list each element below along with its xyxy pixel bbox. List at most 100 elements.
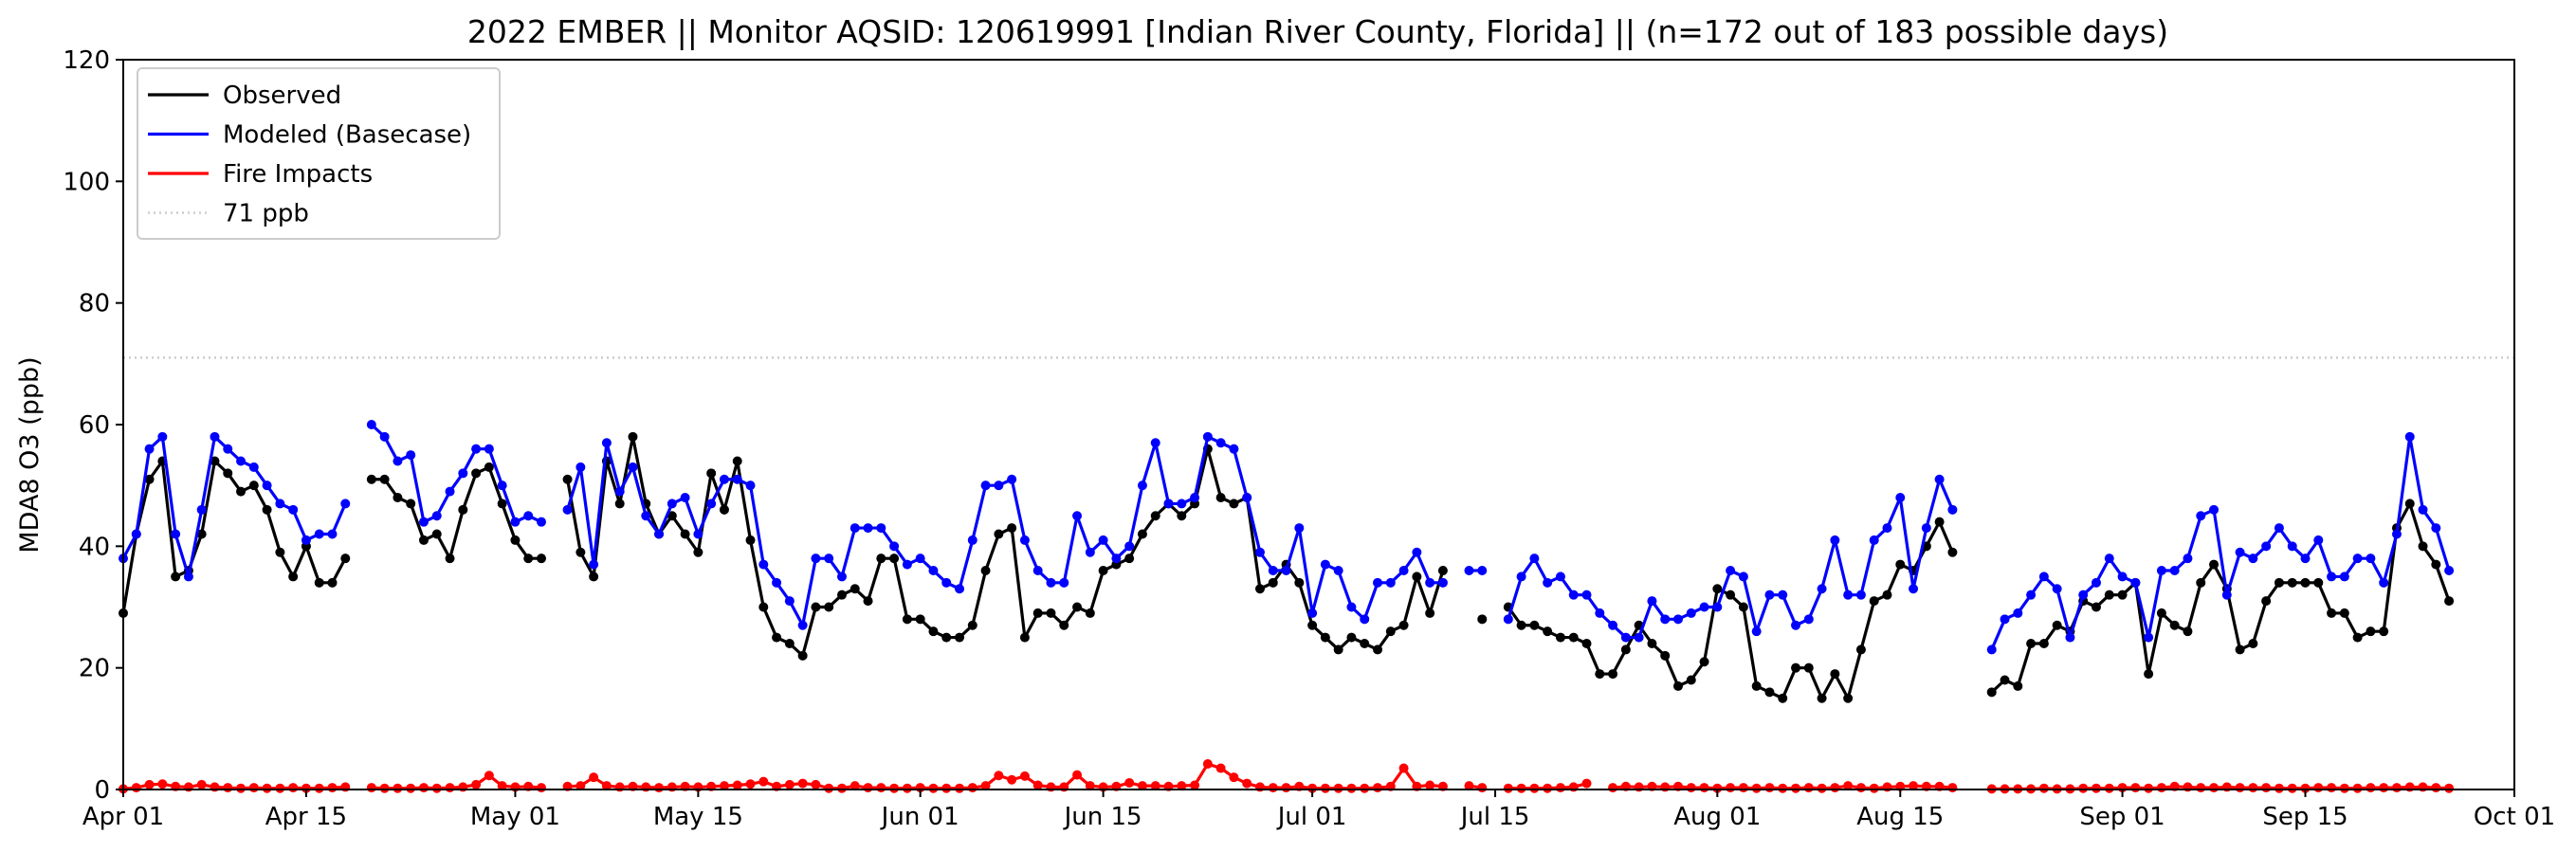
data-point xyxy=(1869,535,1879,545)
data-point xyxy=(2404,499,2415,509)
data-point xyxy=(824,554,834,564)
data-point xyxy=(745,535,756,545)
data-point xyxy=(1307,620,1318,630)
data-point xyxy=(2300,783,2311,793)
data-point xyxy=(2274,577,2284,588)
y-tick-label: 100 xyxy=(63,168,110,196)
data-point xyxy=(537,517,547,527)
data-point xyxy=(2196,577,2206,588)
data-point xyxy=(1333,644,1343,655)
data-point xyxy=(1346,632,1357,643)
data-point xyxy=(1738,602,1748,612)
data-point xyxy=(1869,596,1879,607)
data-point xyxy=(1581,778,1592,789)
series-modeled-basecase xyxy=(119,420,2455,655)
data-point xyxy=(327,577,338,588)
y-axis-ticks: 0 20 40 60 80 100 120 xyxy=(63,46,123,805)
data-point xyxy=(1412,572,1422,582)
data-point xyxy=(1046,577,1056,588)
data-point xyxy=(562,504,573,515)
data-point xyxy=(2078,783,2089,793)
data-point xyxy=(497,481,507,491)
data-point xyxy=(223,468,233,479)
y-tick-label: 80 xyxy=(79,290,110,318)
data-point xyxy=(1032,608,1043,618)
data-point xyxy=(1634,632,1644,643)
data-point xyxy=(379,783,390,793)
data-point xyxy=(1007,474,1017,484)
data-point xyxy=(484,444,494,454)
data-point xyxy=(1242,493,1252,502)
x-tick-label: Jul 01 xyxy=(1276,803,1347,831)
data-point xyxy=(1320,783,1330,793)
data-point xyxy=(379,474,390,484)
data-point xyxy=(654,783,665,793)
data-point xyxy=(1778,783,1788,793)
data-point xyxy=(157,779,168,789)
data-point xyxy=(589,572,599,582)
data-point xyxy=(1986,687,1997,698)
data-point xyxy=(431,511,442,521)
legend-label: 71 ppb xyxy=(223,200,309,228)
data-point xyxy=(745,481,756,491)
data-point xyxy=(393,783,403,793)
data-point xyxy=(1830,669,1840,680)
data-point xyxy=(1281,783,1291,793)
data-point xyxy=(1647,596,1657,607)
data-point xyxy=(196,529,207,539)
data-point xyxy=(2156,608,2166,618)
data-point xyxy=(1177,511,1187,521)
data-point xyxy=(1543,626,1553,637)
data-point xyxy=(171,572,181,582)
data-point xyxy=(1921,523,1931,534)
x-tick-label: Jun 15 xyxy=(1063,803,1142,831)
data-point xyxy=(811,554,821,564)
chart-title: 2022 EMBER || Monitor AQSID: 120619991 [… xyxy=(467,13,2168,50)
data-point xyxy=(2313,535,2324,545)
data-point xyxy=(2431,523,2441,534)
data-point xyxy=(537,783,547,793)
data-point xyxy=(288,783,299,793)
data-point xyxy=(1294,523,1305,534)
data-point xyxy=(1373,577,1383,588)
data-point xyxy=(2169,620,2180,630)
data-point xyxy=(2248,783,2258,793)
data-point xyxy=(1672,681,1683,691)
data-point xyxy=(484,462,494,472)
data-point xyxy=(288,504,299,515)
data-point xyxy=(2026,639,2037,648)
data-point xyxy=(1412,547,1422,557)
data-point xyxy=(2287,577,2297,588)
data-point xyxy=(406,499,416,509)
data-point xyxy=(1268,577,1278,588)
data-point xyxy=(340,499,351,509)
data-point xyxy=(1882,590,1892,600)
data-point xyxy=(1398,566,1409,575)
data-point xyxy=(1817,693,1827,703)
data-point xyxy=(2313,577,2324,588)
data-point xyxy=(2209,504,2220,515)
data-point xyxy=(2156,566,2166,575)
data-point xyxy=(1360,614,1370,625)
data-point xyxy=(836,783,847,793)
data-point xyxy=(2209,559,2220,570)
data-point xyxy=(2235,783,2245,793)
data-point xyxy=(458,468,468,479)
data-point xyxy=(275,783,285,793)
data-point xyxy=(275,499,285,509)
data-point xyxy=(719,781,729,791)
data-point xyxy=(2274,783,2284,793)
data-point xyxy=(1019,771,1030,781)
data-point xyxy=(1568,632,1579,643)
data-point xyxy=(2261,596,2272,607)
data-point xyxy=(1150,438,1160,448)
data-point xyxy=(1516,783,1526,793)
data-point xyxy=(1307,783,1318,793)
data-point xyxy=(2313,783,2324,793)
data-point xyxy=(1425,780,1435,790)
data-point xyxy=(1150,511,1160,521)
data-point xyxy=(1712,584,1723,594)
data-point xyxy=(2339,608,2349,618)
data-point xyxy=(876,523,886,534)
data-point xyxy=(2366,554,2376,564)
